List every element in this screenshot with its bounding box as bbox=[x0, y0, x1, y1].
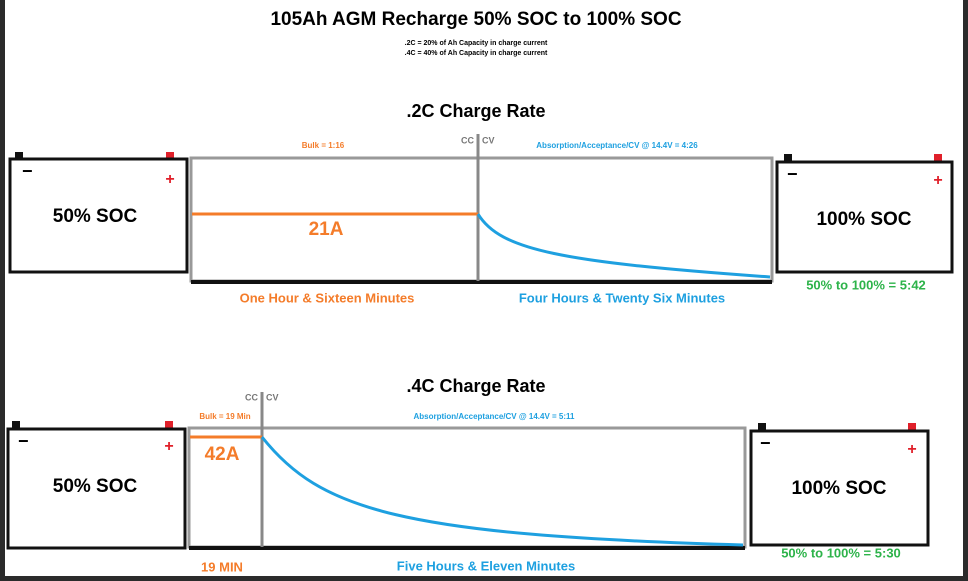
absorption-time: Four Hours & Twenty Six Minutes bbox=[519, 290, 725, 305]
terminal bbox=[908, 423, 916, 430]
battery-label: 50% SOC bbox=[53, 206, 138, 227]
bulk-time: 19 MIN bbox=[201, 559, 243, 574]
battery-label: 100% SOC bbox=[791, 478, 886, 499]
bulk-label: Bulk = 19 Min bbox=[199, 412, 250, 421]
total: 50% to 100% = 5:42 bbox=[806, 277, 926, 292]
absorption-label: Absorption/Acceptance/CV @ 14.4V = 4:26 bbox=[536, 141, 698, 150]
cc-label: CC bbox=[245, 392, 258, 402]
absorption-time: Five Hours & Eleven Minutes bbox=[397, 558, 575, 573]
terminal bbox=[784, 154, 792, 161]
battery-label: 50% SOC bbox=[53, 476, 138, 497]
plus: + bbox=[164, 438, 173, 455]
terminal bbox=[934, 154, 942, 161]
title: 105Ah AGM Recharge 50% SOC to 100% SOC bbox=[270, 9, 681, 30]
minus: − bbox=[760, 433, 771, 453]
heading: .2C Charge Rate bbox=[406, 101, 545, 121]
cv-label: CV bbox=[266, 392, 279, 402]
battery bbox=[775, 160, 954, 274]
bulk-time: One Hour & Sixteen Minutes bbox=[240, 290, 415, 305]
minus: − bbox=[787, 164, 798, 184]
section: .2C Charge Rate − + 50% SOC Bulk = 1:16 … bbox=[8, 101, 954, 305]
absorption-label: Absorption/Acceptance/CV @ 14.4V = 5:11 bbox=[414, 412, 576, 421]
terminal bbox=[12, 421, 20, 428]
note: .2C = 20% of Ah Capacity in charge curre… bbox=[405, 40, 548, 47]
section: .4C Charge Rate − + 50% SOC Bulk = 19 Mi… bbox=[6, 376, 930, 574]
battery-label: 100% SOC bbox=[816, 209, 911, 230]
plus: + bbox=[165, 171, 174, 188]
terminal bbox=[758, 423, 766, 430]
terminal bbox=[166, 152, 174, 159]
bulk-label: Bulk = 1:16 bbox=[302, 141, 345, 150]
absorption-curve bbox=[476, 213, 771, 279]
terminal bbox=[165, 421, 173, 428]
current: 42A bbox=[205, 444, 240, 465]
minus: − bbox=[22, 161, 33, 181]
current: 21A bbox=[309, 219, 344, 240]
battery bbox=[749, 429, 930, 547]
heading: .4C Charge Rate bbox=[406, 376, 545, 396]
minus: − bbox=[18, 431, 29, 451]
plus: + bbox=[933, 172, 942, 189]
cv-label: CV bbox=[482, 135, 495, 145]
battery bbox=[6, 427, 187, 550]
total: 50% to 100% = 5:30 bbox=[781, 545, 901, 560]
chart-box bbox=[187, 426, 747, 549]
battery bbox=[8, 157, 189, 274]
note: .4C = 40% of Ah Capacity in charge curre… bbox=[405, 50, 548, 57]
plus: + bbox=[907, 441, 916, 458]
terminal bbox=[15, 152, 23, 159]
cc-label: CC bbox=[461, 135, 474, 145]
absorption-curve bbox=[260, 436, 744, 547]
